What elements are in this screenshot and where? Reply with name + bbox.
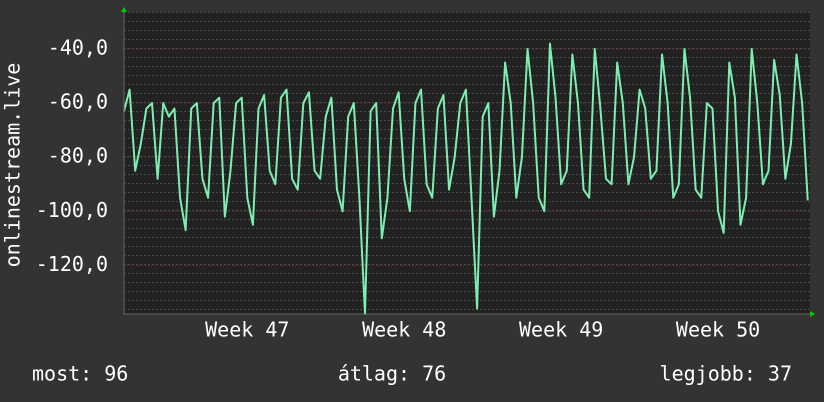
x-tick-label: Week 49 — [519, 318, 603, 342]
x-tick-label: Week 48 — [362, 318, 446, 342]
y-arrow — [121, 7, 127, 12]
y-tick-label: -60,0 — [48, 90, 108, 114]
x-tick-label: Week 47 — [205, 318, 289, 342]
y-axis-label: onlinestream.live — [1, 63, 25, 268]
stat-average: átlag: 76 — [338, 362, 446, 386]
plot — [123, 42, 809, 315]
x-arrow — [810, 311, 815, 317]
x-tick-label: Week 50 — [676, 318, 760, 342]
stat-current: most: 96 — [32, 362, 128, 386]
y-tick-label: -100,0 — [36, 198, 108, 222]
stat-best: legjobb: 37 — [660, 362, 792, 386]
y-tick-label: -40,0 — [48, 36, 108, 60]
data-line — [123, 42, 809, 315]
minor-grid — [124, 12, 810, 314]
y-tick-label: -120,0 — [36, 252, 108, 276]
y-tick-label: -80,0 — [48, 144, 108, 168]
